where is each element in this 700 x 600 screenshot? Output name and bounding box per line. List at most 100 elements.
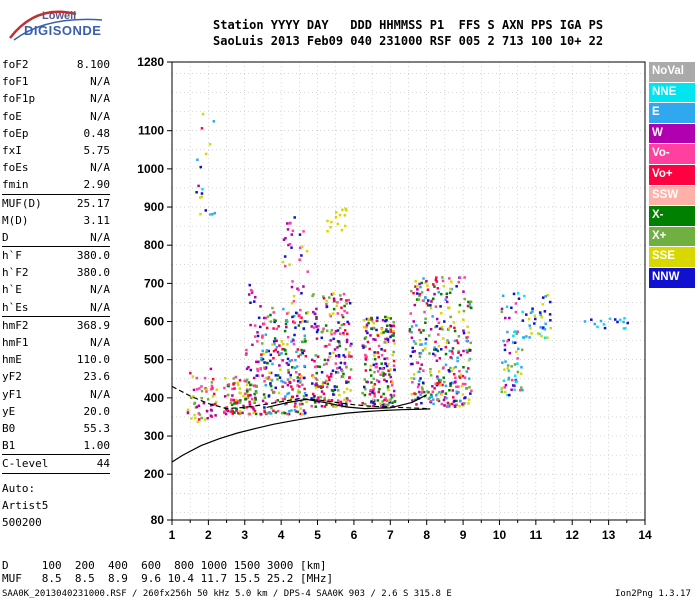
- echo-point: [270, 388, 274, 392]
- echo-point: [443, 380, 446, 384]
- param-name: B1: [2, 439, 16, 453]
- echo-point: [425, 302, 429, 305]
- echo-point: [210, 384, 214, 388]
- y-tick-label: 500: [144, 353, 164, 367]
- echo-point: [255, 391, 258, 394]
- param-name: fmin: [2, 178, 29, 192]
- echo-point: [285, 325, 288, 329]
- echo-point: [334, 362, 338, 365]
- echo-point: [456, 341, 460, 345]
- echo-point: [383, 373, 387, 376]
- echo-point: [462, 329, 465, 332]
- echo-point: [613, 318, 617, 321]
- echo-point: [418, 338, 422, 342]
- echo-point: [287, 243, 290, 247]
- echo-point: [313, 322, 317, 326]
- echo-point: [439, 379, 443, 382]
- echo-point: [334, 329, 338, 333]
- echo-point: [462, 349, 465, 353]
- echo-point: [457, 391, 460, 394]
- echo-point: [372, 404, 375, 408]
- echo-point: [424, 337, 428, 341]
- echo-point: [289, 397, 293, 400]
- echo-point: [442, 284, 446, 288]
- echo-point: [347, 354, 351, 357]
- echo-point: [508, 351, 512, 355]
- echo-point: [417, 298, 421, 301]
- param-value: N/A: [90, 336, 110, 349]
- echo-point: [274, 386, 278, 390]
- echo-point: [206, 398, 210, 401]
- echo-point: [430, 393, 433, 397]
- echo-point: [435, 383, 439, 387]
- echo-point: [445, 300, 449, 304]
- echo-point: [540, 316, 543, 319]
- echo-point: [465, 387, 468, 390]
- echo-point: [325, 305, 329, 308]
- echo-point: [410, 325, 414, 328]
- echo-point: [429, 306, 433, 310]
- echo-point: [330, 293, 334, 296]
- echo-point: [523, 294, 526, 298]
- echo-point: [248, 403, 252, 406]
- echo-point: [345, 381, 348, 384]
- echo-point: [422, 390, 426, 394]
- echo-point: [546, 336, 549, 339]
- echo-point: [534, 317, 537, 321]
- param-row-foep: foEp 0.48: [2, 125, 110, 142]
- echo-point: [529, 327, 532, 330]
- echo-point: [293, 408, 297, 412]
- param-name: yF1: [2, 387, 22, 401]
- echo-point: [320, 371, 324, 374]
- x-tick-label: 7: [387, 528, 394, 542]
- echo-point: [296, 410, 300, 414]
- echo-point: [245, 348, 248, 352]
- echo-point: [287, 368, 290, 372]
- echo-point: [301, 352, 305, 355]
- echo-point: [412, 340, 416, 343]
- echo-point: [274, 374, 278, 377]
- echo-point: [287, 363, 290, 366]
- echo-point: [458, 369, 461, 373]
- echo-point: [377, 380, 381, 383]
- echo-point: [510, 378, 514, 382]
- echo-point: [420, 343, 423, 346]
- echo-point: [385, 341, 388, 344]
- echo-point: [426, 288, 430, 291]
- echo-point: [426, 390, 429, 393]
- echo-point: [389, 317, 393, 320]
- echo-point: [334, 405, 337, 408]
- echo-point: [435, 317, 439, 321]
- echo-point: [271, 362, 274, 366]
- echo-point: [444, 345, 448, 349]
- echo-point: [225, 405, 229, 409]
- echo-point: [444, 352, 448, 356]
- echo-point: [370, 381, 373, 384]
- echo-point: [299, 412, 303, 416]
- echo-point: [255, 374, 259, 377]
- echo-point: [326, 358, 330, 362]
- param-value: 20.0: [83, 404, 111, 418]
- echo-point: [374, 338, 377, 341]
- echo-point: [350, 355, 353, 358]
- echo-point: [432, 352, 435, 356]
- echo-point: [261, 342, 264, 345]
- echo-point: [249, 323, 252, 327]
- echo-point: [280, 379, 283, 383]
- echo-point: [288, 380, 291, 384]
- echo-point: [328, 352, 332, 355]
- echo-point: [461, 374, 465, 378]
- echo-point: [442, 398, 446, 402]
- echo-point: [263, 409, 266, 412]
- echo-point: [303, 364, 306, 368]
- echo-point: [282, 238, 286, 241]
- echo-point: [463, 376, 467, 379]
- echo-point: [393, 368, 396, 371]
- echo-point: [313, 365, 317, 369]
- echo-point: [373, 354, 376, 357]
- echo-point: [513, 363, 517, 366]
- echo-point: [296, 376, 300, 379]
- echo-point: [504, 316, 507, 320]
- echo-point: [501, 361, 504, 364]
- echo-point: [249, 288, 253, 292]
